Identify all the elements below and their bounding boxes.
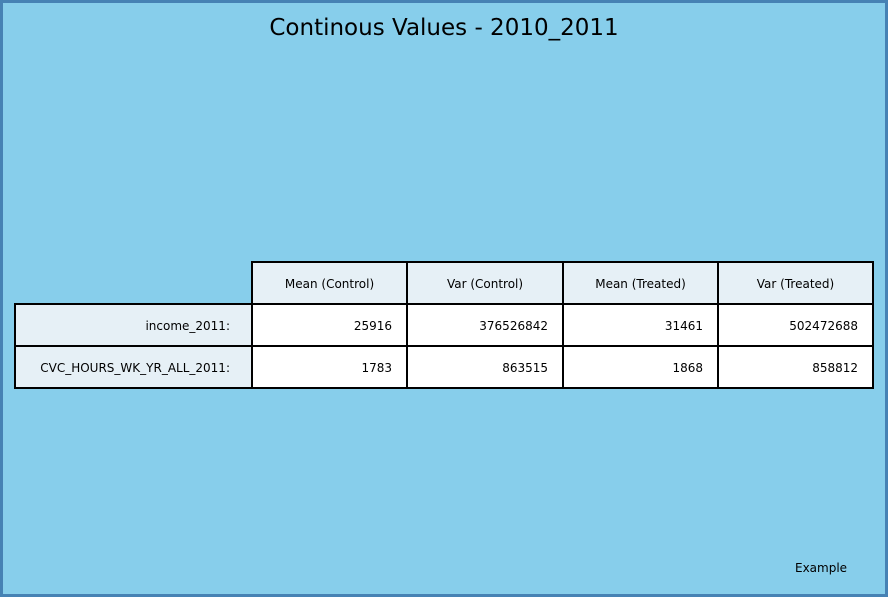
row-label-income: income_2011: bbox=[14, 303, 253, 347]
table-cell: 31461 bbox=[562, 303, 719, 347]
footer-text: Example bbox=[795, 561, 848, 575]
table-cell: 858812 bbox=[717, 345, 874, 389]
column-header-var-control: Var (Control) bbox=[406, 261, 564, 305]
table-cell: 376526842 bbox=[406, 303, 564, 347]
chart-title: Continous Values - 2010_2011 bbox=[269, 15, 619, 41]
table-cell: 863515 bbox=[406, 345, 564, 389]
column-header-var-treated: Var (Treated) bbox=[717, 261, 874, 305]
table-cell: 25916 bbox=[251, 303, 408, 347]
table-cell: 1783 bbox=[251, 345, 408, 389]
row-label-hours: CVC_HOURS_WK_YR_ALL_2011: bbox=[14, 345, 253, 389]
column-header-mean-treated: Mean (Treated) bbox=[562, 261, 719, 305]
table-cell: 1868 bbox=[562, 345, 719, 389]
column-header-mean-control: Mean (Control) bbox=[251, 261, 408, 305]
table-cell: 502472688 bbox=[717, 303, 874, 347]
